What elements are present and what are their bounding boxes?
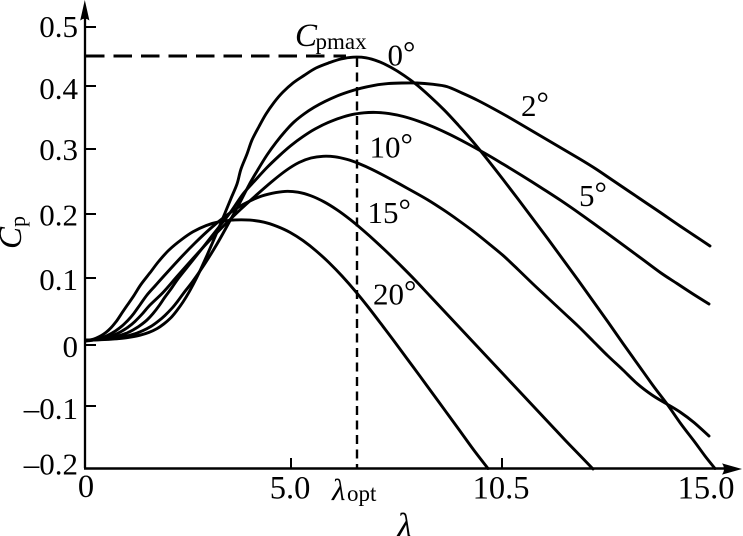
svg-text:10.5: 10.5 <box>473 471 530 507</box>
svg-text:–0.2: –0.2 <box>23 447 78 482</box>
svg-text:pmax: pmax <box>316 29 368 54</box>
svg-text:0.5: 0.5 <box>39 9 78 44</box>
svg-text:–0.1: –0.1 <box>23 391 78 426</box>
svg-text:Cp: Cp <box>0 216 30 249</box>
svg-text:20°: 20° <box>373 274 416 312</box>
svg-text:0.2: 0.2 <box>39 198 78 233</box>
svg-text:λ: λ <box>396 506 412 536</box>
svg-text:2°: 2° <box>521 85 549 123</box>
svg-text:10°: 10° <box>370 127 413 165</box>
svg-text:0.3: 0.3 <box>39 132 78 167</box>
svg-text:0.4: 0.4 <box>39 71 78 106</box>
svg-text:λ: λ <box>331 472 345 507</box>
svg-text:opt: opt <box>347 481 377 506</box>
svg-text:5°: 5° <box>579 175 607 213</box>
svg-text:0: 0 <box>63 329 79 364</box>
svg-text:0.1: 0.1 <box>39 262 78 297</box>
svg-text:0°: 0° <box>388 35 416 73</box>
svg-text:0: 0 <box>78 469 94 505</box>
svg-text:5.0: 5.0 <box>270 471 311 507</box>
svg-text:15.0: 15.0 <box>678 471 735 507</box>
svg-text:15°: 15° <box>368 192 411 230</box>
svg-text:C: C <box>295 18 318 54</box>
